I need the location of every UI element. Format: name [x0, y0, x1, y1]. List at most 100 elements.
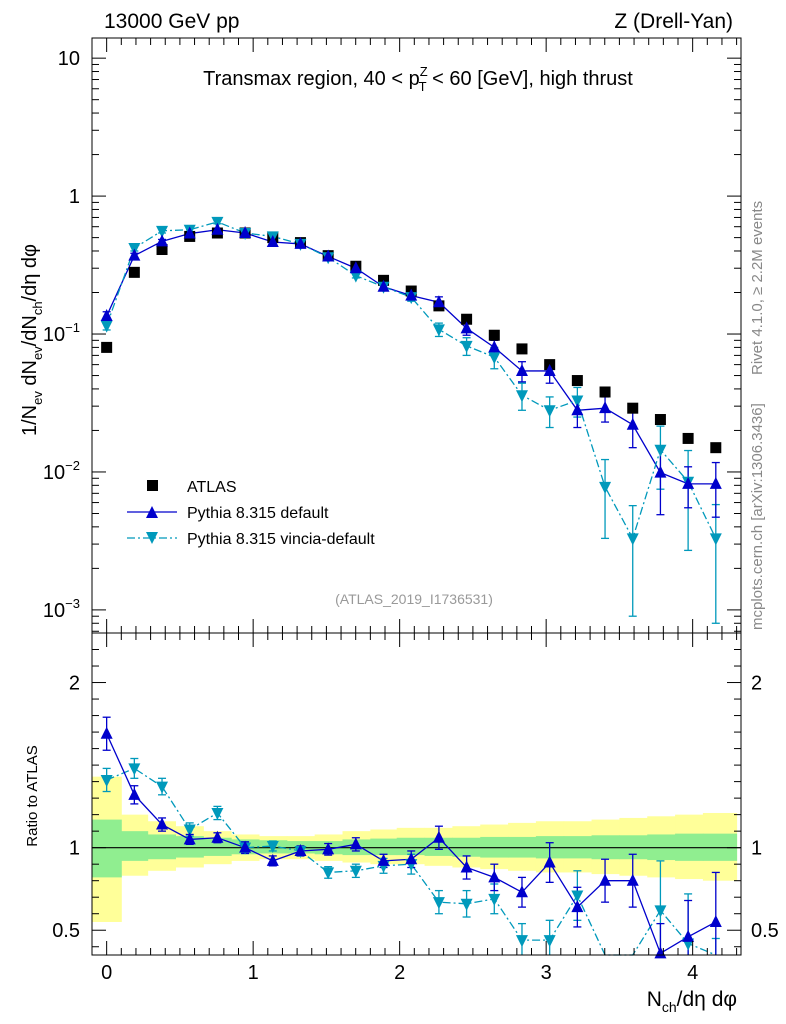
ratio-y-tick-label-right: 0.5: [751, 920, 779, 942]
x-tick-label: 1: [248, 962, 259, 984]
y-tick-label: 10: [58, 48, 80, 70]
atlas-point: [571, 375, 583, 387]
band-inner: [175, 836, 204, 858]
default-point: [266, 234, 279, 247]
default-point: [100, 309, 113, 322]
vincia-point: [626, 533, 639, 546]
atlas-point: [461, 313, 473, 325]
default-line: [106, 229, 716, 485]
default-point: [571, 403, 584, 416]
ratio-default-point: [211, 830, 224, 843]
ratio-vincia-point: [654, 905, 667, 918]
ratio-y-tick-label-left: 1: [69, 838, 80, 860]
atlas-point: [101, 341, 113, 353]
ratio-ylabel: Ratio to ATLAS: [24, 745, 41, 846]
default-point: [211, 222, 224, 235]
ratio-vincia-point: [432, 897, 445, 910]
ratio-default-point: [460, 860, 473, 873]
main-ylabel: 1/Nev dNev/dNch/dη dφ: [19, 244, 45, 436]
ratio-vincia-point: [183, 824, 196, 837]
legend-vincia-label: Pythia 8.315 vincia-default: [187, 531, 375, 548]
main-title: Transmax region, 40 < pZ T < 60 [GeV], hi…: [203, 64, 633, 94]
ratio-vincia-point: [211, 807, 224, 820]
ratio-default-point: [239, 840, 252, 853]
atlas-point: [488, 329, 500, 341]
y-tick-label: 10−3: [43, 596, 80, 622]
ratio-default-point: [599, 873, 612, 886]
default-point: [294, 236, 307, 249]
legend-default-marker: [146, 506, 158, 518]
energy-label: 13000 GeV pp: [104, 10, 239, 33]
default-point: [432, 295, 445, 308]
default-point: [322, 249, 335, 262]
vincia-point: [460, 340, 473, 353]
vincia-point: [100, 320, 113, 333]
default-point: [349, 261, 362, 274]
band-inner: [396, 837, 426, 856]
main-panel: 10−3 10−2 10−1 1 10 Transmax region, 40 < pZ…: [19, 37, 742, 634]
mcplots-label: mcplots.cern.ch [arXiv:1306.3436]: [749, 403, 766, 630]
band-inner: [203, 837, 232, 856]
x-tick-label: 3: [541, 962, 552, 984]
ratio-vincia-point: [515, 935, 528, 948]
default-point: [460, 321, 473, 334]
band-inner: [147, 834, 177, 860]
ratio-default-point: [183, 832, 196, 845]
ratio-default-point: [626, 873, 639, 886]
ratio-y-tick-label-left: 0.5: [52, 920, 80, 942]
main-data: [100, 216, 722, 624]
ratio-vincia-point: [571, 890, 584, 903]
ratio-vincia-point: [488, 893, 501, 906]
ratio-y-tick-label-right: 1: [751, 838, 762, 860]
ratio-y-tick-label-right: 2: [751, 673, 762, 695]
ratio-vincia-point: [156, 781, 169, 794]
ratio-default-point: [515, 885, 528, 898]
ratio-default-point: [682, 929, 695, 942]
vincia-point: [543, 405, 556, 418]
ratio-vincia-point: [322, 867, 335, 880]
y-tick-label: 10−1: [43, 320, 80, 346]
ratio-default-point: [543, 855, 556, 868]
ratio-vincia-point: [128, 763, 141, 776]
band-inner: [370, 838, 398, 856]
ratio-default-point: [405, 852, 418, 865]
y-tick-label: 1: [69, 186, 80, 208]
ratio-ticks: 0.5 0.5 1 1 2 2 0 1 2 3 4: [52, 633, 779, 984]
vincia-point: [599, 481, 612, 494]
default-point: [128, 248, 141, 261]
ratio-default-point: [432, 830, 445, 843]
default-point: [405, 288, 418, 301]
ratio-default-point: [571, 900, 584, 913]
x-axis-label: Nch/dη dφ: [647, 988, 737, 1015]
y-tick-label: 10−2: [43, 458, 80, 484]
default-point: [599, 401, 612, 414]
default-point: [183, 226, 196, 239]
ratio-default-point: [294, 843, 307, 856]
ratio-default-point: [377, 853, 390, 866]
ratio-default-point: [266, 853, 279, 866]
ratio-default-point: [654, 946, 667, 959]
ratio-default-point: [156, 817, 169, 830]
default-point: [515, 363, 528, 376]
default-point: [709, 476, 722, 489]
legend-vincia-marker: [146, 532, 158, 544]
band-inner: [92, 819, 122, 878]
atlas-point: [627, 402, 639, 414]
default-point: [654, 465, 667, 478]
vincia-point: [571, 395, 584, 408]
default-point: [543, 363, 556, 376]
x-tick-label: 4: [687, 962, 698, 984]
ratio-vincia-point: [543, 935, 556, 948]
atlas-point: [128, 266, 140, 278]
legend-atlas-marker: [147, 480, 158, 491]
x-tick-label: 2: [394, 962, 405, 984]
default-point: [239, 226, 252, 239]
default-point: [156, 234, 169, 247]
vincia-point: [654, 444, 667, 457]
atlas-point: [599, 386, 611, 398]
legend-default-label: Pythia 8.315 default: [187, 505, 329, 522]
atlas-point: [682, 432, 694, 444]
default-point: [626, 417, 639, 430]
ratio-frame: [91, 632, 742, 956]
main-ticks: 10−3 10−2 10−1 1 10: [43, 38, 741, 633]
